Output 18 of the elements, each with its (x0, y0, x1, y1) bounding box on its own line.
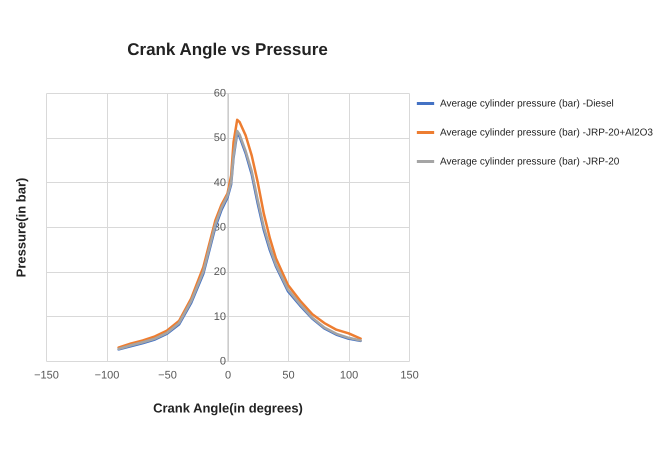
y-tick-label: 20 (214, 266, 226, 278)
y-tick-label: 40 (214, 176, 226, 189)
y-tick-label: 10 (214, 310, 226, 323)
chart-title: Crank Angle vs Pressure (127, 40, 328, 59)
legend-label: Average cylinder pressure (bar) -JRP-20+Al2O3 (440, 128, 654, 138)
legend-label: Average cylinder pressure (bar) -JRP-20 (440, 156, 620, 168)
x-tick-label: −50 (158, 370, 177, 382)
y-tick-label: 60 (214, 88, 226, 100)
x-tick-label: −150 (34, 370, 59, 382)
x-axis-title: Crank Angle(in degrees) (153, 400, 303, 416)
x-tick-label: −100 (94, 370, 120, 382)
y-tick-label: 50 (214, 132, 226, 144)
y-tick-label: 0 (220, 356, 226, 368)
legend-label: Average cylinder pressure (bar) -Diesel (440, 98, 614, 110)
x-tick-label: 50 (282, 370, 295, 382)
y-axis-title: Pressure(in bar) (14, 178, 28, 278)
x-tick-label: 100 (340, 370, 358, 382)
x-tick-label: 150 (400, 370, 419, 382)
